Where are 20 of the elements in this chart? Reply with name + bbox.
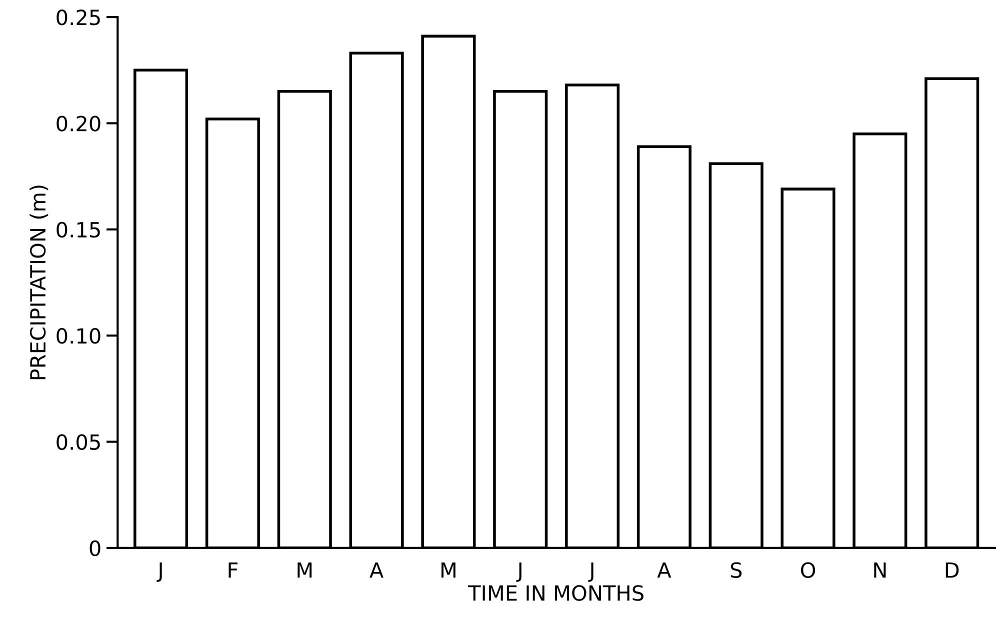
x-axis-title: TIME IN MONTHS [468,585,644,601]
x-tick-label: D [946,562,959,578]
y-tick-label: 0.20 [56,116,100,132]
y-tick-label: 0.25 [56,10,100,26]
x-tick-label: O [800,562,816,578]
y-tick-label: 0.10 [56,328,100,344]
y-tick-label: 0.15 [56,222,100,238]
y-tick-label: 0.05 [56,434,100,450]
x-tick-label: F [228,562,238,578]
y-axis-title: PRECIPITATION (m) [30,186,48,380]
x-tick-label: J [516,562,522,582]
x-tick-label: J [156,562,162,582]
x-tick-label: S [730,562,742,578]
x-tick-label: J [588,562,594,582]
x-tick-label: M [298,562,312,578]
x-tick-label: A [370,562,384,578]
x-tick-label: A [657,562,672,578]
x-tick-label: N [874,562,886,578]
x-tick-label: M [442,562,456,578]
y-tick-label: 0 [90,540,100,556]
